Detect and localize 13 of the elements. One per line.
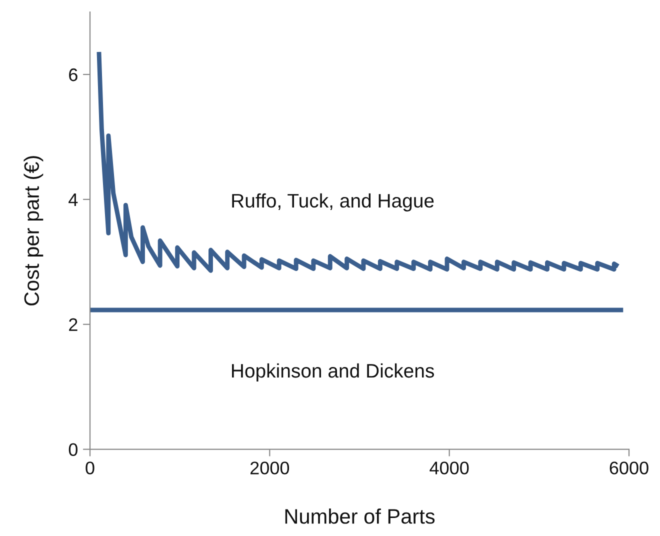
x-tick-label: 0	[86, 462, 94, 474]
x-tick-label: 6000	[610, 462, 648, 474]
x-tick-label: 2000	[250, 462, 290, 474]
y-tick-label: 6	[69, 68, 78, 82]
text: Ruffo, Tuck, and Hague	[232, 193, 434, 212]
y-axis-title: Cost per part (€)	[24, 156, 44, 306]
y-tick-label: 2	[69, 318, 78, 331]
x-axis-title: Number of Parts	[285, 508, 435, 524]
y-tick-label: 0	[68, 443, 78, 456]
line-series	[96, 50, 620, 273]
text: Hopkinson and Dickens	[232, 363, 434, 382]
x-tick-label: 4000	[430, 462, 469, 474]
y-tick-label: 4	[68, 194, 78, 206]
